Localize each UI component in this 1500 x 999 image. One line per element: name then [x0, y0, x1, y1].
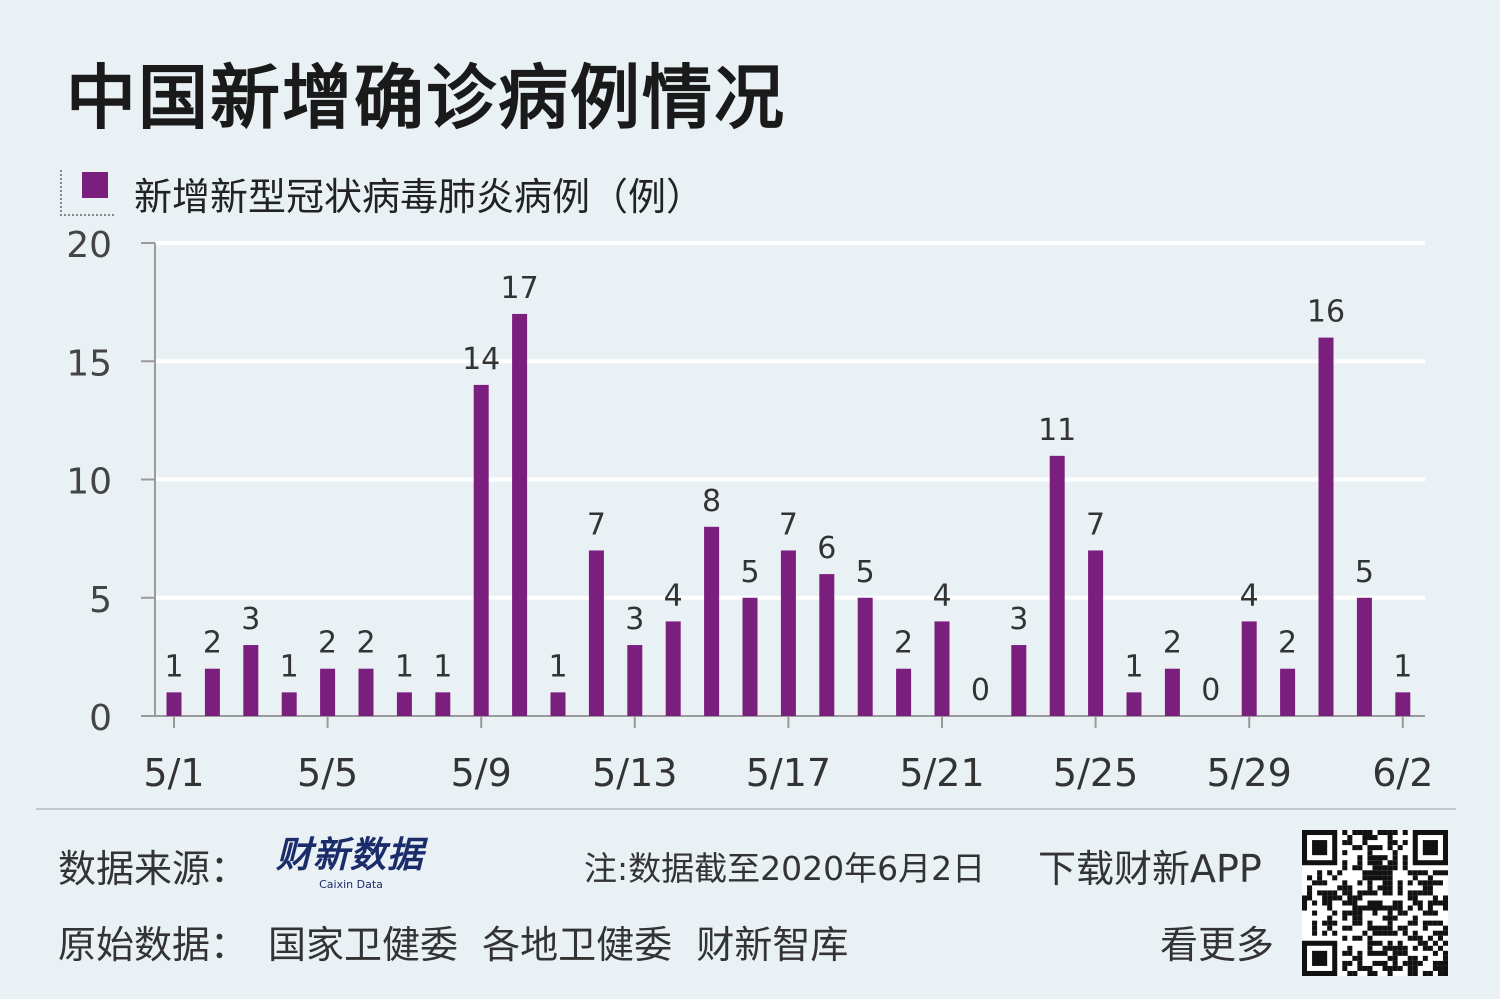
data-label: 7	[779, 507, 798, 542]
data-label: 3	[625, 602, 644, 637]
data-label: 5	[1355, 555, 1374, 590]
x-tick-label: 5/9	[451, 751, 512, 795]
data-label: 1	[164, 649, 183, 684]
bar	[857, 597, 873, 716]
logo-subtext: Caixin Data	[319, 878, 383, 891]
x-tick-label: 5/25	[1053, 751, 1138, 795]
download-app-text: 下载财新APP	[1038, 847, 1262, 891]
bar	[1356, 597, 1372, 716]
bar	[780, 550, 796, 716]
bar	[1049, 455, 1065, 716]
bar	[435, 692, 451, 716]
bar	[396, 692, 412, 716]
x-tick-label: 5/1	[143, 751, 204, 795]
bar	[704, 526, 720, 716]
bar	[1395, 692, 1411, 716]
y-tick-label: 5	[89, 580, 112, 621]
bar	[166, 692, 182, 716]
raw-data-label: 原始数据：	[58, 923, 249, 967]
qr-code-icon[interactable]	[1302, 830, 1448, 976]
data-label: 1	[395, 649, 414, 684]
page-title: 中国新增确诊病例情况	[66, 57, 786, 139]
y-tick-label: 15	[66, 343, 112, 384]
bar	[1318, 337, 1334, 716]
bar	[320, 668, 336, 716]
bar	[281, 692, 297, 716]
raw-data-sources: 国家卫健委 各地卫健委 财新智库	[268, 923, 849, 967]
bar	[1280, 668, 1296, 716]
y-tick-label: 10	[66, 462, 112, 503]
data-label: 1	[1124, 649, 1143, 684]
data-label: 4	[664, 578, 683, 613]
data-label: 0	[971, 673, 990, 708]
bar	[243, 645, 259, 716]
chart-legend: 新增新型冠状病毒肺炎病例（例）	[60, 170, 704, 219]
x-tick-label: 5/5	[297, 751, 358, 795]
bar	[1241, 621, 1257, 716]
footer-divider	[36, 808, 1456, 810]
data-label: 5	[740, 555, 759, 590]
data-label: 0	[1201, 673, 1220, 708]
bar	[627, 645, 643, 716]
x-tick-label: 5/21	[899, 751, 984, 795]
data-label: 2	[318, 626, 337, 661]
bar	[473, 384, 489, 716]
bar	[1011, 645, 1027, 716]
data-label: 2	[356, 626, 375, 661]
data-label: 2	[203, 626, 222, 661]
data-label: 1	[433, 649, 452, 684]
x-tick-label: 5/17	[746, 751, 831, 795]
bar	[1164, 668, 1180, 716]
bar	[204, 668, 220, 716]
caixin-data-logo: 财新数据 Caixin Data	[276, 835, 426, 892]
data-note: 注:数据截至2020年6月2日	[584, 849, 986, 888]
bar	[665, 621, 681, 716]
data-label: 2	[1278, 626, 1297, 661]
see-more-text: 看更多	[1160, 923, 1275, 967]
data-label: 3	[1009, 602, 1028, 637]
data-label: 1	[1393, 649, 1412, 684]
data-label: 6	[817, 531, 836, 566]
data-label: 5	[856, 555, 875, 590]
x-tick-label: 5/13	[592, 751, 677, 795]
data-label: 4	[932, 578, 951, 613]
bar	[1126, 692, 1142, 716]
data-label: 4	[1240, 578, 1259, 613]
data-label: 2	[894, 626, 913, 661]
source-label: 数据来源：	[58, 847, 249, 891]
bar	[512, 313, 528, 716]
data-label: 3	[241, 602, 260, 637]
data-label: 16	[1307, 295, 1345, 330]
y-tick-label: 20	[66, 225, 112, 266]
x-tick-label: 6/2	[1372, 751, 1433, 795]
y-tick-label: 0	[89, 698, 112, 739]
data-label: 2	[1163, 626, 1182, 661]
bar	[934, 621, 950, 716]
bar	[550, 692, 566, 716]
legend-marker	[60, 170, 114, 216]
data-label: 7	[1086, 507, 1105, 542]
legend-label: 新增新型冠状病毒肺炎病例（例）	[134, 174, 705, 219]
bar	[896, 668, 912, 716]
logo-text: 财新数据	[276, 835, 425, 876]
bar	[819, 574, 835, 716]
legend-swatch	[82, 172, 108, 198]
bar	[358, 668, 374, 716]
data-label: 7	[587, 507, 606, 542]
bar	[588, 550, 604, 716]
data-label: 1	[280, 649, 299, 684]
data-label: 8	[702, 484, 721, 519]
bar	[742, 597, 758, 716]
x-tick-label: 5/29	[1207, 751, 1292, 795]
bar	[1088, 550, 1104, 716]
data-label: 17	[501, 271, 539, 306]
data-label: 1	[548, 649, 567, 684]
data-label: 14	[462, 342, 500, 377]
data-label: 11	[1038, 413, 1076, 448]
